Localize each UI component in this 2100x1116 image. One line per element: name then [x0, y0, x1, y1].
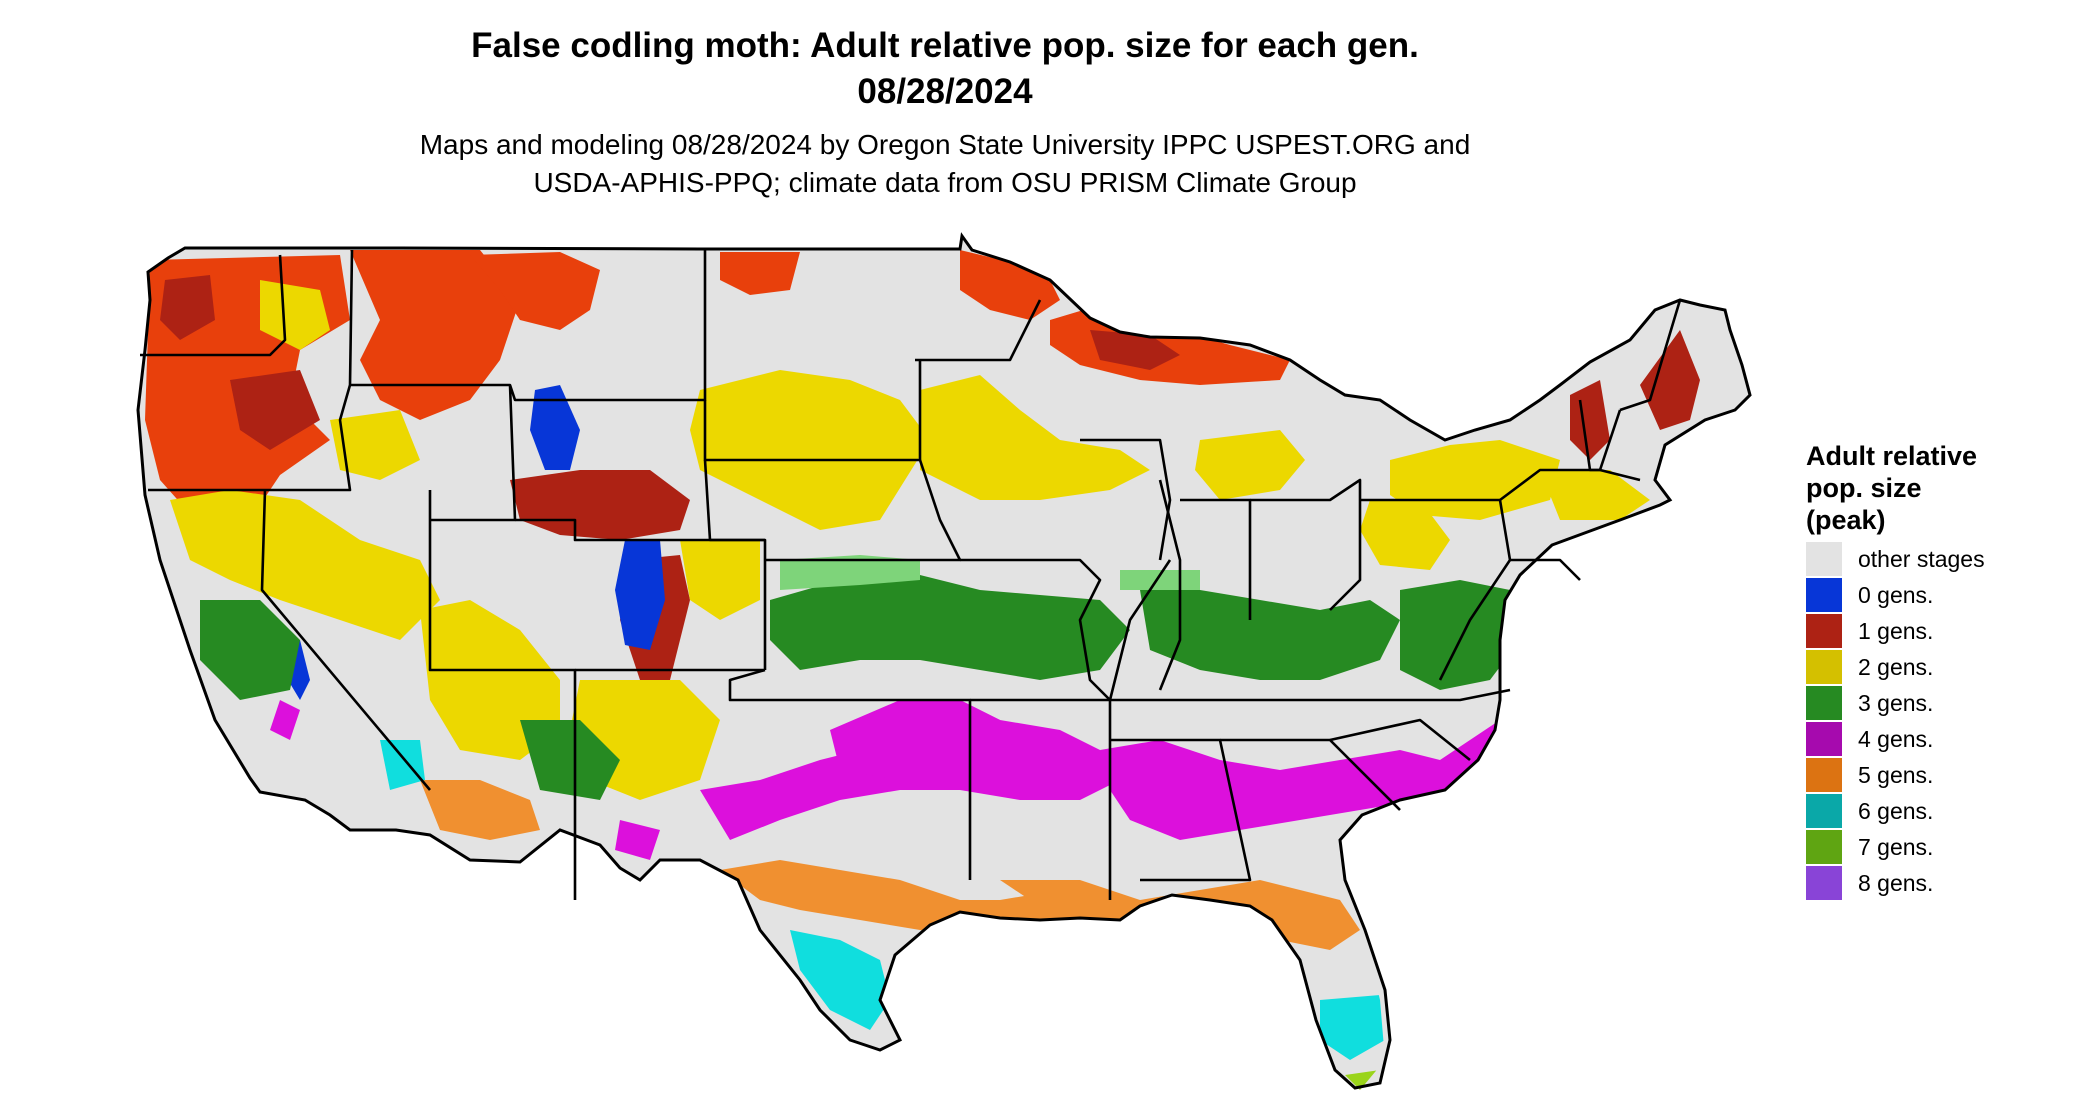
legend-title-line-3: (peak) — [1806, 505, 1886, 535]
zone-4gen-west — [270, 700, 660, 860]
legend-swatch — [1806, 758, 1842, 792]
zone-2gen-pennsylvania — [1360, 500, 1450, 570]
legend-label: 8 gens. — [1858, 869, 1934, 896]
legend-item: 1 gens. — [1806, 614, 1933, 648]
zone-3gen-mid-atlantic — [1400, 580, 1520, 690]
legend-label: 7 gens. — [1858, 833, 1934, 860]
zone-3gen-kansas-missouri — [770, 575, 1130, 680]
legend-swatch — [1806, 722, 1842, 756]
zone-3gen-light-fringe — [780, 555, 1200, 590]
legend-swatch — [1806, 650, 1842, 684]
legend-item: 6 gens. — [1806, 794, 1933, 828]
zone-2gen-great-basin — [170, 490, 440, 640]
legend-swatch — [1806, 542, 1842, 576]
legend-swatch — [1806, 578, 1842, 612]
zone-2gen-dakotas-nebraska — [690, 370, 930, 530]
zone-6gen-florida — [1320, 995, 1385, 1060]
zone-4gen-southeast — [1100, 720, 1500, 840]
zone-0gen-rockies — [615, 540, 665, 650]
zone-0gen-yellowstone — [530, 385, 580, 470]
legend-swatch — [1806, 830, 1842, 864]
subtitle-line-2: USDA-APHIS-PPQ; climate data from OSU PR… — [533, 167, 1357, 198]
zone-6gen-arizona — [380, 740, 425, 790]
legend-label: 1 gens. — [1858, 617, 1934, 644]
zone-1gen-minnesota — [960, 250, 1060, 320]
legend-item: 2 gens. — [1806, 650, 1933, 684]
legend-item: other stages — [1806, 542, 1985, 576]
legend-label: 6 gens. — [1858, 797, 1934, 824]
zone-1gen-wyoming — [510, 470, 690, 540]
legend-swatch — [1806, 614, 1842, 648]
state-borders — [140, 249, 1682, 900]
legend-label: 2 gens. — [1858, 653, 1934, 680]
zone-3gen-west — [200, 600, 620, 800]
subtitle-line-1: Maps and modeling 08/28/2024 by Oregon S… — [419, 129, 1471, 160]
legend-swatch — [1806, 686, 1842, 720]
zone-5gen-arizona — [420, 780, 540, 840]
us-outline — [136, 232, 1752, 1090]
zone-1gen-montana-north — [470, 252, 800, 330]
legend-item: 8 gens. — [1806, 866, 1933, 900]
zone-1gen-maine — [1570, 330, 1700, 460]
zone-4gen-arkansas-tennessee — [830, 700, 1120, 800]
legend-swatch — [1806, 794, 1842, 828]
zone-1gen-idaho-montana — [350, 250, 520, 420]
zone-1gen-northwest-dark — [160, 275, 320, 450]
title-line-1: False codling moth: Adult relative pop. … — [471, 26, 1419, 65]
zone-1gen-upper-michigan-dark — [1090, 330, 1180, 370]
legend-label: 3 gens. — [1858, 689, 1934, 716]
legend-label: 4 gens. — [1858, 725, 1934, 752]
zone-2gen-idaho-oregon — [260, 280, 420, 480]
legend-label: 0 gens. — [1858, 581, 1934, 608]
zone-2gen-iowa-wisconsin — [920, 375, 1150, 500]
legend-swatch — [1806, 866, 1842, 900]
zone-3gen-ohio-valley — [1140, 590, 1400, 680]
legend-item: 4 gens. — [1806, 722, 1933, 756]
zone-2gen-michigan — [1195, 430, 1305, 500]
legend-title-line-1: Adult relative — [1806, 441, 1978, 471]
legend-item: 3 gens. — [1806, 686, 1933, 720]
legend-label: other stages — [1858, 545, 1985, 572]
legend-title-line-2: pop. size — [1806, 473, 1922, 503]
legend-label: 5 gens. — [1858, 761, 1934, 788]
title-line-2: 08/28/2024 — [857, 72, 1033, 111]
zone-6gen-south-texas — [790, 930, 890, 1030]
us-map — [136, 232, 1752, 1090]
legend-item: 0 gens. — [1806, 578, 1933, 612]
legend-item: 5 gens. — [1806, 758, 1933, 792]
zone-2gen-utah-colorado — [420, 540, 760, 760]
legend-item: 7 gens. — [1806, 830, 1933, 864]
